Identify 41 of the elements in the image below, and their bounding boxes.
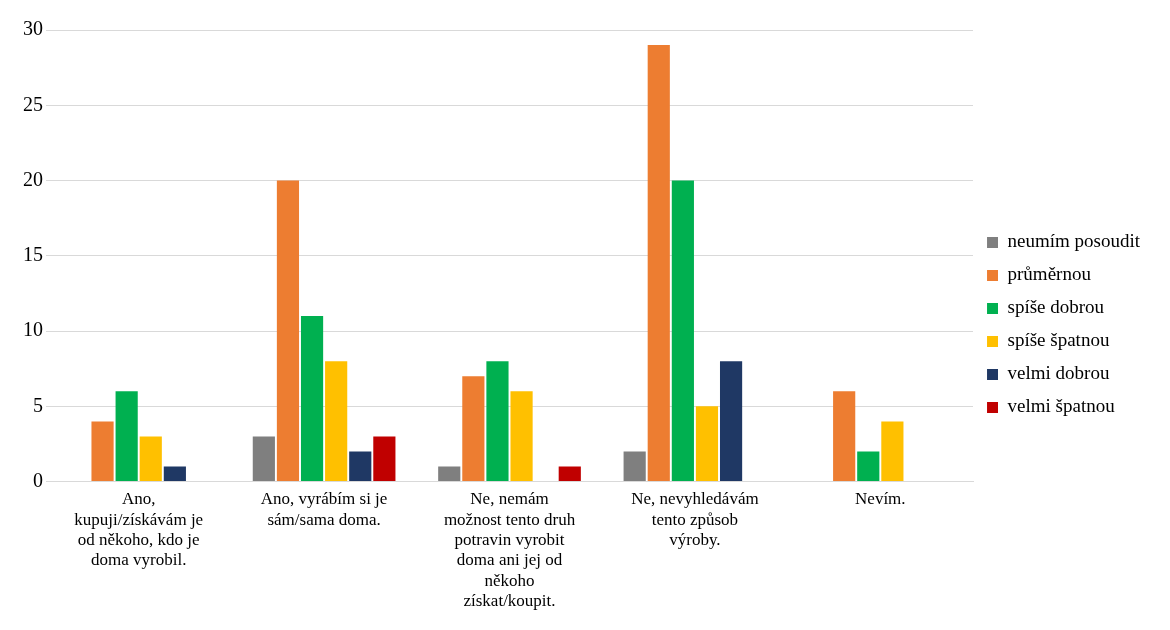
legend-label: spíše dobrou xyxy=(1007,296,1105,318)
y-tick-label: 30 xyxy=(23,17,43,40)
legend-label: spíše špatnou xyxy=(1007,329,1110,351)
y-tick-label: 0 xyxy=(33,468,43,491)
bar xyxy=(695,406,719,482)
y-tick-label: 20 xyxy=(23,167,43,190)
y-tick-label: 15 xyxy=(23,243,43,266)
bar xyxy=(510,391,533,482)
y-tick-label: 5 xyxy=(33,393,43,416)
bar xyxy=(486,361,509,482)
x-tick-label: Ne, nemám možnost tento druh potravin vyrobit doma ani jej od někoho získat/koupit. xyxy=(443,489,576,611)
bar xyxy=(719,361,743,482)
legend-label: velmi špatnou xyxy=(1007,395,1116,417)
bar xyxy=(163,466,186,482)
legend-label: průměrnou xyxy=(1007,263,1092,285)
bar xyxy=(462,376,485,482)
bar xyxy=(139,436,162,482)
bar xyxy=(115,391,138,482)
y-tick-label: 10 xyxy=(23,318,43,341)
bar xyxy=(558,466,581,482)
bar xyxy=(300,316,324,482)
bar xyxy=(325,361,348,482)
bar xyxy=(647,45,670,482)
bar xyxy=(438,466,461,482)
bar xyxy=(623,451,646,482)
x-tick-label: Ano, vyrábím si je sám/sama doma. xyxy=(260,489,388,529)
legend-label: velmi dobrou xyxy=(1007,362,1110,384)
bar xyxy=(91,421,114,482)
x-tick-label: Ano, kupuji/získávám je od někoho, kdo je doma vyrobil. xyxy=(74,489,204,570)
x-tick-label: Ne, nevyhledávám tento způsob výroby. xyxy=(631,489,759,550)
bar xyxy=(276,180,300,482)
bar xyxy=(857,451,880,482)
x-tick-label: Nevím. xyxy=(855,489,906,509)
bar xyxy=(349,451,372,482)
bar xyxy=(881,421,904,482)
bar xyxy=(373,436,396,482)
legend-label: neumím posoudit xyxy=(1007,230,1141,252)
bar xyxy=(252,436,275,482)
y-tick-label: 25 xyxy=(23,92,43,115)
bar xyxy=(671,180,694,482)
bar xyxy=(833,391,856,482)
